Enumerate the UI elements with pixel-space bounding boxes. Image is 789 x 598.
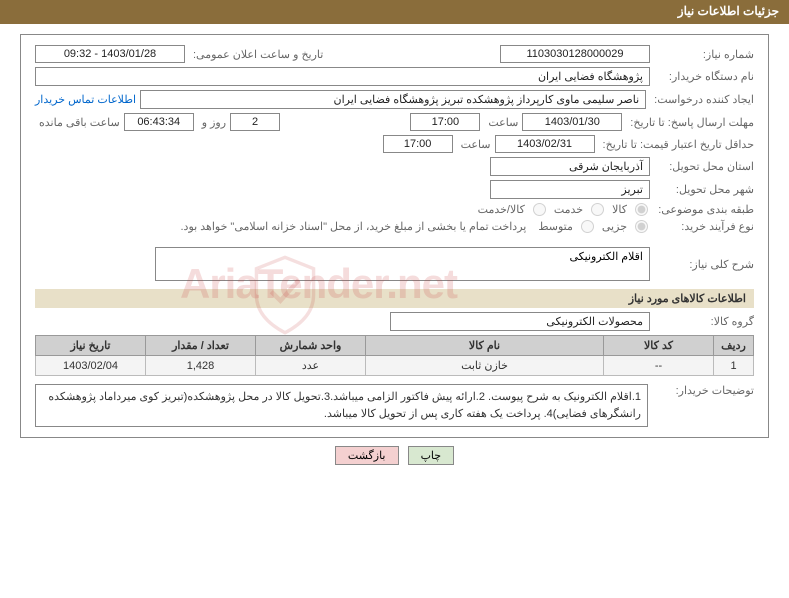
group-label: گروه کالا: <box>654 315 754 328</box>
announce-value: 1403/01/28 - 09:32 <box>35 45 185 63</box>
requester-label: ایجاد کننده درخواست: <box>650 93 754 106</box>
buyer-org-value: پژوهشگاه فضایی ایران <box>35 67 650 86</box>
reply-deadline-date: 1403/01/30 <box>522 113 622 131</box>
reply-deadline-time: 17:00 <box>410 113 480 131</box>
radio-small <box>635 220 648 233</box>
radio-service-label: خدمت <box>554 203 583 216</box>
process-radio-group: جزیی متوسط <box>538 220 650 233</box>
print-button[interactable]: چاپ <box>408 446 455 465</box>
requester-value: ناصر سلیمی ماوی کارپرداز پژوهشکده تبریز … <box>140 90 646 109</box>
page-title: جزئیات اطلاعات نیاز <box>678 4 779 18</box>
col-unit: واحد شمارش <box>256 336 366 356</box>
province-value: آذربایجان شرقی <box>490 157 650 176</box>
radio-medium <box>581 220 594 233</box>
items-section-header: اطلاعات کالاهای مورد نیاز <box>35 289 754 308</box>
purchase-process-label: نوع فرآیند خرید: <box>654 220 754 233</box>
province-label: استان محل تحویل: <box>654 160 754 173</box>
cell-code: -- <box>604 356 714 376</box>
items-table: ردیف کد کالا نام کالا واحد شمارش تعداد /… <box>35 335 754 376</box>
radio-medium-label: متوسط <box>538 220 573 233</box>
table-header-row: ردیف کد کالا نام کالا واحد شمارش تعداد /… <box>36 336 754 356</box>
treasury-note: پرداخت تمام یا بخشی از مبلغ خرید، از محل… <box>181 220 535 233</box>
overall-need-box: اقلام الکترونیکی <box>155 247 650 281</box>
radio-service <box>591 203 604 216</box>
page-title-bar: جزئیات اطلاعات نیاز <box>0 0 789 24</box>
overall-need-value: اقلام الکترونیکی <box>569 250 643 263</box>
radio-goods-service-label: کالا/خدمت <box>478 203 525 216</box>
cell-name: خازن ثابت <box>366 356 604 376</box>
need-no-label: شماره نیاز: <box>654 48 754 61</box>
back-button[interactable]: بازگشت <box>335 446 399 465</box>
radio-small-label: جزیی <box>602 220 627 233</box>
radio-goods-service <box>533 203 546 216</box>
buyer-org-label: نام دستگاه خریدار: <box>654 70 754 83</box>
col-date: تاریخ نیاز <box>36 336 146 356</box>
col-name: نام کالا <box>366 336 604 356</box>
col-row: ردیف <box>714 336 754 356</box>
announce-label: تاریخ و ساعت اعلان عمومی: <box>189 48 323 61</box>
buyer-desc-box: 1.اقلام الکترونیک به شرح پیوست. 2.ارائه … <box>35 384 648 427</box>
time-label-2: ساعت <box>457 138 491 151</box>
overall-label: شرح کلی نیاز: <box>654 258 754 271</box>
days-remaining: 2 <box>230 113 280 131</box>
contact-buyer-link[interactable]: اطلاعات تماس خریدار <box>35 93 136 106</box>
col-code: کد کالا <box>604 336 714 356</box>
city-value: تبریز <box>490 180 650 199</box>
cell-qty: 1,428 <box>146 356 256 376</box>
need-no-value: 1103030128000029 <box>500 45 650 63</box>
reply-deadline-label: مهلت ارسال پاسخ: تا تاریخ: <box>626 116 754 129</box>
radio-goods-label: کالا <box>612 203 627 216</box>
cell-row: 1 <box>714 356 754 376</box>
cell-date: 1403/02/04 <box>36 356 146 376</box>
remain-suffix: ساعت باقی مانده <box>35 116 120 129</box>
button-row: چاپ بازگشت <box>0 446 789 465</box>
city-label: شهر محل تحویل: <box>654 183 754 196</box>
col-qty: تعداد / مقدار <box>146 336 256 356</box>
time-label-1: ساعت <box>484 116 518 129</box>
group-value: محصولات الکترونیکی <box>390 312 650 331</box>
category-label: طبقه بندی موضوعی: <box>654 203 754 216</box>
price-valid-time: 17:00 <box>383 135 453 153</box>
table-row: 1 -- خازن ثابت عدد 1,428 1403/02/04 <box>36 356 754 376</box>
countdown-value: 06:43:34 <box>124 113 194 131</box>
buyer-desc-label: توضیحات خریدار: <box>654 384 754 397</box>
days-and-label: روز و <box>198 116 226 129</box>
price-valid-date: 1403/02/31 <box>495 135 595 153</box>
cell-unit: عدد <box>256 356 366 376</box>
detail-frame: شماره نیاز: 1103030128000029 تاریخ و ساع… <box>20 34 769 438</box>
category-radio-group: کالا خدمت کالا/خدمت <box>478 203 650 216</box>
price-valid-label: حداقل تاریخ اعتبار قیمت: تا تاریخ: <box>599 138 754 151</box>
radio-goods <box>635 203 648 216</box>
